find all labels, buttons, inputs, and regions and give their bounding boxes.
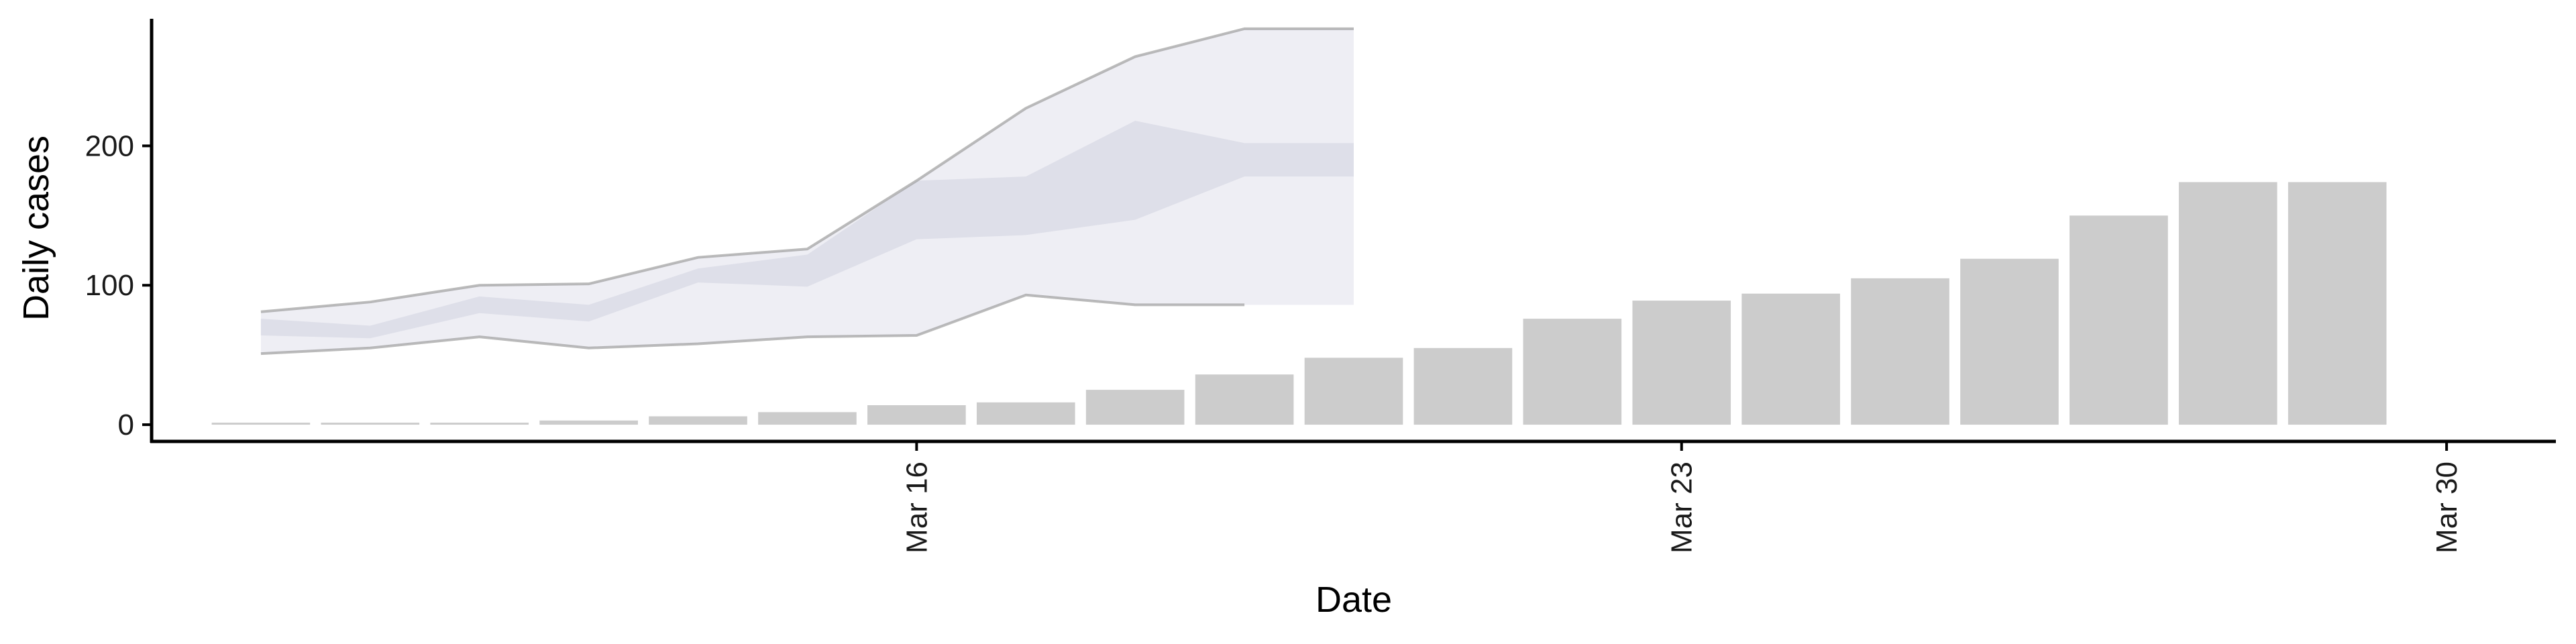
forecast-lower-line (260, 293, 1245, 356)
bar (1195, 374, 1294, 425)
bar (2070, 215, 2168, 425)
bar (2178, 182, 2277, 425)
x-axis-ticks: Mar 16 Mar 23 Mar 30 (900, 441, 2463, 553)
bar (1304, 358, 1403, 425)
x-tick-label: Mar 30 (2430, 462, 2463, 553)
daily-cases-bars (211, 182, 2387, 425)
x-tick-label: Mar 16 (900, 462, 933, 553)
y-tick-label: 100 (85, 269, 134, 302)
bar (2288, 182, 2387, 425)
forecast-interval-lines (260, 27, 1354, 356)
bar (1523, 319, 1622, 425)
y-tick-label: 0 (118, 409, 134, 441)
bar (976, 402, 1075, 425)
bar (649, 416, 747, 425)
bar (1413, 347, 1513, 425)
y-axis-ticks: 0 100 200 (85, 129, 152, 441)
bar (1632, 301, 1731, 425)
x-tick-label: Mar 23 (1666, 462, 1699, 553)
bar (430, 423, 529, 425)
bar (321, 423, 420, 425)
bar (1741, 293, 1840, 425)
y-axis-title: Daily cases (16, 136, 56, 321)
bar (867, 405, 966, 425)
bar (1851, 278, 1949, 425)
forecast-upper-line (260, 27, 1354, 313)
x-axis-title: Date (1316, 580, 1392, 620)
forecast-outer-band (260, 28, 1354, 354)
bar (758, 412, 857, 425)
bar (1085, 390, 1185, 425)
forecast-interval-bands (260, 28, 1354, 354)
bar (539, 420, 638, 425)
forecast-inner-band (260, 121, 1354, 339)
bar (211, 423, 311, 425)
y-tick-label: 200 (85, 129, 134, 162)
bar (1960, 258, 2059, 425)
